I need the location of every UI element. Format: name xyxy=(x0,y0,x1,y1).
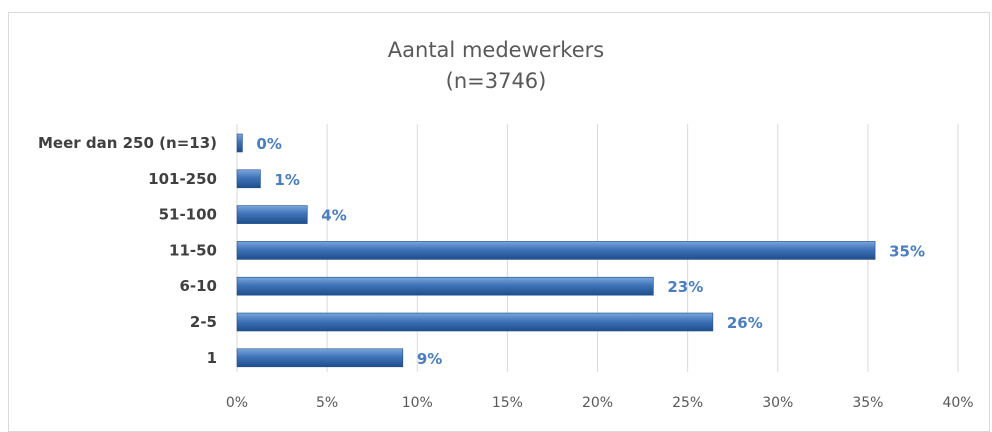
category-label: 51-100 xyxy=(159,206,217,224)
data-label: 23% xyxy=(667,278,703,296)
chart-title: Aantal medewerkers xyxy=(387,38,605,62)
data-label: 9% xyxy=(417,350,442,368)
data-label: 0% xyxy=(256,135,281,153)
data-label: 1% xyxy=(274,171,299,189)
category-label: 1 xyxy=(207,349,217,367)
category-label: 6-10 xyxy=(179,277,217,295)
bar xyxy=(236,133,243,153)
bar xyxy=(236,169,261,189)
x-tick-label: 20% xyxy=(582,395,613,411)
category-label: Meer dan 250 (n=13) xyxy=(38,134,217,152)
x-tick-label: 25% xyxy=(672,395,703,411)
bars xyxy=(236,133,876,368)
category-labels: Meer dan 250 (n=13) 101-250 51-100 11-50 6-1… xyxy=(38,134,217,367)
bar xyxy=(236,241,876,260)
data-labels: 0% 1% 4% 35% 23% 26% 9% xyxy=(256,135,925,368)
x-tick-label: 40% xyxy=(942,395,973,411)
bar xyxy=(236,312,714,332)
x-tick-label: 30% xyxy=(762,395,793,411)
x-tick-label: 15% xyxy=(492,395,523,411)
data-label: 4% xyxy=(321,207,346,225)
bar xyxy=(236,348,404,368)
bar xyxy=(236,276,654,296)
chart-subtitle: (n=3746) xyxy=(445,69,547,93)
bar-chart: Meer dan 250 (n=13) 101-250 51-100 11-50 6-1… xyxy=(38,124,974,411)
data-label: 35% xyxy=(889,242,925,260)
x-tick-label: 10% xyxy=(402,395,433,411)
x-tick-label: 0% xyxy=(226,395,248,411)
chart-frame xyxy=(8,12,990,432)
category-label: 2-5 xyxy=(190,313,217,331)
category-label: 11-50 xyxy=(169,241,217,259)
category-label: 101-250 xyxy=(148,170,217,188)
x-axis-tick-labels: 0% 5% 10% 15% 20% 25% 30% 35% 40% xyxy=(226,395,974,411)
x-tick-label: 5% xyxy=(316,395,338,411)
data-label: 26% xyxy=(727,314,763,332)
x-tick-label: 35% xyxy=(852,395,883,411)
bar xyxy=(236,205,308,224)
